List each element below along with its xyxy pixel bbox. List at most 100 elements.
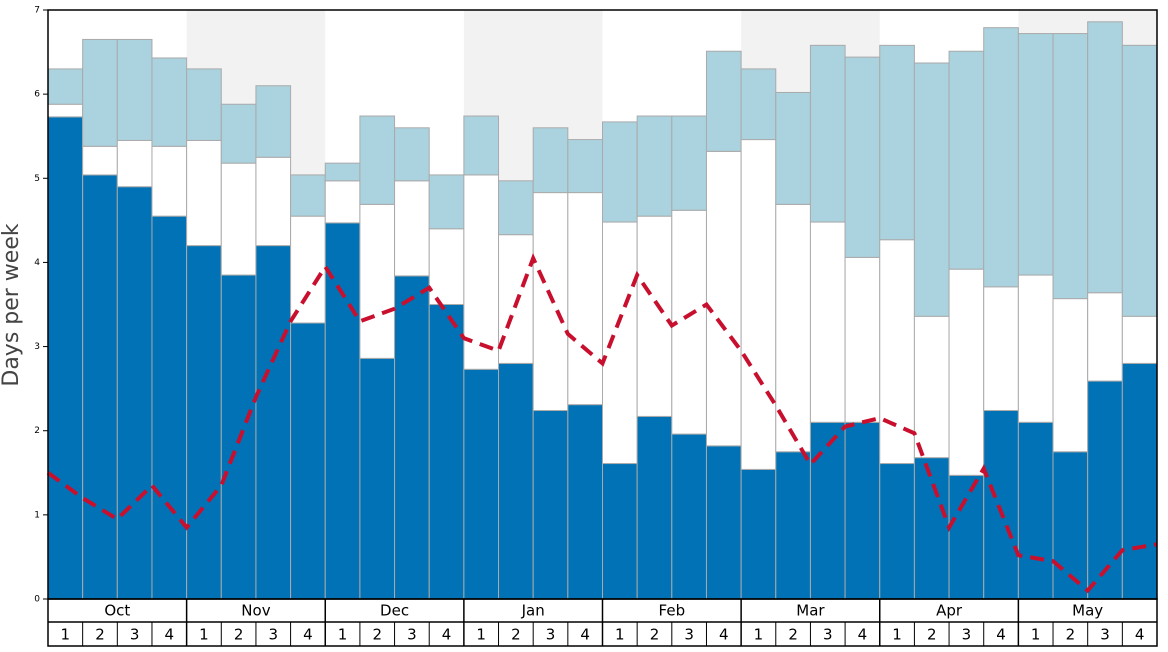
x-tick-label: 3	[823, 626, 833, 644]
bar-segment	[1087, 21, 1123, 294]
x-tick-label: 4	[719, 626, 729, 644]
x-tick-label: 4	[858, 626, 868, 644]
bar-segment	[532, 192, 569, 412]
bar-segment	[359, 357, 396, 600]
bar-segment	[82, 174, 118, 600]
month-label: Jan	[521, 602, 545, 620]
bar-segment	[705, 150, 742, 447]
bar-segment	[879, 239, 915, 465]
bar-segment	[1121, 315, 1158, 364]
bar-segment	[983, 286, 1019, 412]
bar-segment	[1087, 292, 1123, 382]
bar-segment	[602, 121, 638, 223]
bar-segment	[394, 180, 430, 277]
bar-segment	[359, 115, 396, 205]
bar-segment	[567, 404, 603, 600]
bar-segment	[1052, 33, 1089, 300]
x-tick-label: 3	[268, 626, 278, 644]
bar-segment	[151, 57, 188, 147]
x-tick-label: 1	[754, 626, 764, 644]
bar-segment	[290, 174, 326, 217]
bar-segment	[116, 38, 153, 141]
y-tick-label: 0	[34, 595, 40, 605]
bar-segment	[602, 463, 638, 600]
x-tick-label: 4	[996, 626, 1006, 644]
x-tick-label: 2	[95, 626, 105, 644]
bar-segment	[671, 115, 707, 211]
month-label: Apr	[936, 602, 963, 620]
bar-segment	[1052, 298, 1089, 453]
bar-segment	[775, 451, 811, 600]
bar-segment	[740, 68, 777, 141]
bar-segment	[220, 162, 257, 276]
bar-segment	[394, 127, 430, 182]
x-tick-label: 1	[1031, 626, 1041, 644]
bar-segment	[1087, 380, 1123, 600]
bar-segment	[983, 27, 1019, 288]
bar-segment	[324, 222, 361, 600]
x-tick-label: 1	[476, 626, 486, 644]
bar-segment	[428, 228, 465, 305]
bar-segment	[47, 68, 84, 105]
y-tick-label: 5	[34, 174, 40, 184]
bar-segment	[1017, 274, 1054, 423]
bar-segment	[809, 44, 846, 223]
bar-segment	[82, 38, 118, 147]
bar-segment	[324, 180, 361, 224]
bar-segment	[879, 463, 915, 600]
y-tick-label: 3	[34, 342, 40, 352]
bar-segment	[186, 245, 222, 600]
bar-segment	[47, 116, 84, 600]
bar-segment	[463, 115, 500, 176]
bar-segment	[324, 162, 361, 182]
x-tick-label: 2	[372, 626, 382, 644]
month-label: Mar	[796, 602, 825, 620]
month-label: Oct	[104, 602, 130, 620]
x-tick-label: 1	[61, 626, 71, 644]
bar-segment	[255, 245, 292, 600]
bar-segment	[844, 421, 881, 600]
x-tick-label: 1	[615, 626, 625, 644]
bar-segment	[948, 268, 985, 476]
bar-segment	[463, 368, 500, 600]
x-tick-label: 2	[788, 626, 798, 644]
x-tick-label: 2	[1066, 626, 1076, 644]
bar-segment	[567, 139, 603, 194]
bar-segment	[879, 44, 915, 241]
bar-segment	[983, 410, 1019, 600]
bar-segment	[844, 56, 881, 258]
trend-line	[46, 253, 1158, 594]
bar-segment	[498, 362, 534, 600]
bar-segment	[428, 174, 465, 230]
bar-segment	[948, 474, 985, 600]
bar-segment	[82, 145, 118, 176]
x-tick-label: 2	[511, 626, 521, 644]
y-tick-label: 6	[34, 90, 40, 100]
bar-segment	[740, 468, 777, 600]
bar-segment	[359, 203, 396, 359]
bar-segment	[636, 215, 673, 417]
bar-segment	[775, 91, 811, 205]
bar-segment	[255, 156, 292, 247]
x-tick-label: 1	[892, 626, 902, 644]
bar-segment	[428, 304, 465, 600]
bar-segment	[290, 322, 326, 600]
bar-segment	[567, 192, 603, 406]
x-tick-label: 1	[338, 626, 348, 644]
bar-segment	[116, 186, 153, 600]
bar-segment	[705, 445, 742, 600]
x-tick-label: 2	[927, 626, 937, 644]
bar-segment	[47, 103, 84, 118]
x-tick-label: 4	[580, 626, 590, 644]
bar-segment	[1121, 44, 1158, 317]
bar-segment	[671, 433, 707, 600]
y-tick-label: 1	[34, 510, 40, 520]
bar-segment	[602, 221, 638, 465]
bar-segment	[705, 50, 742, 152]
y-tick-label: 2	[34, 426, 40, 436]
x-tick-label: 2	[234, 626, 244, 644]
bar-segment	[809, 221, 846, 423]
bar-segment	[290, 215, 326, 324]
bar-segment	[498, 180, 534, 236]
